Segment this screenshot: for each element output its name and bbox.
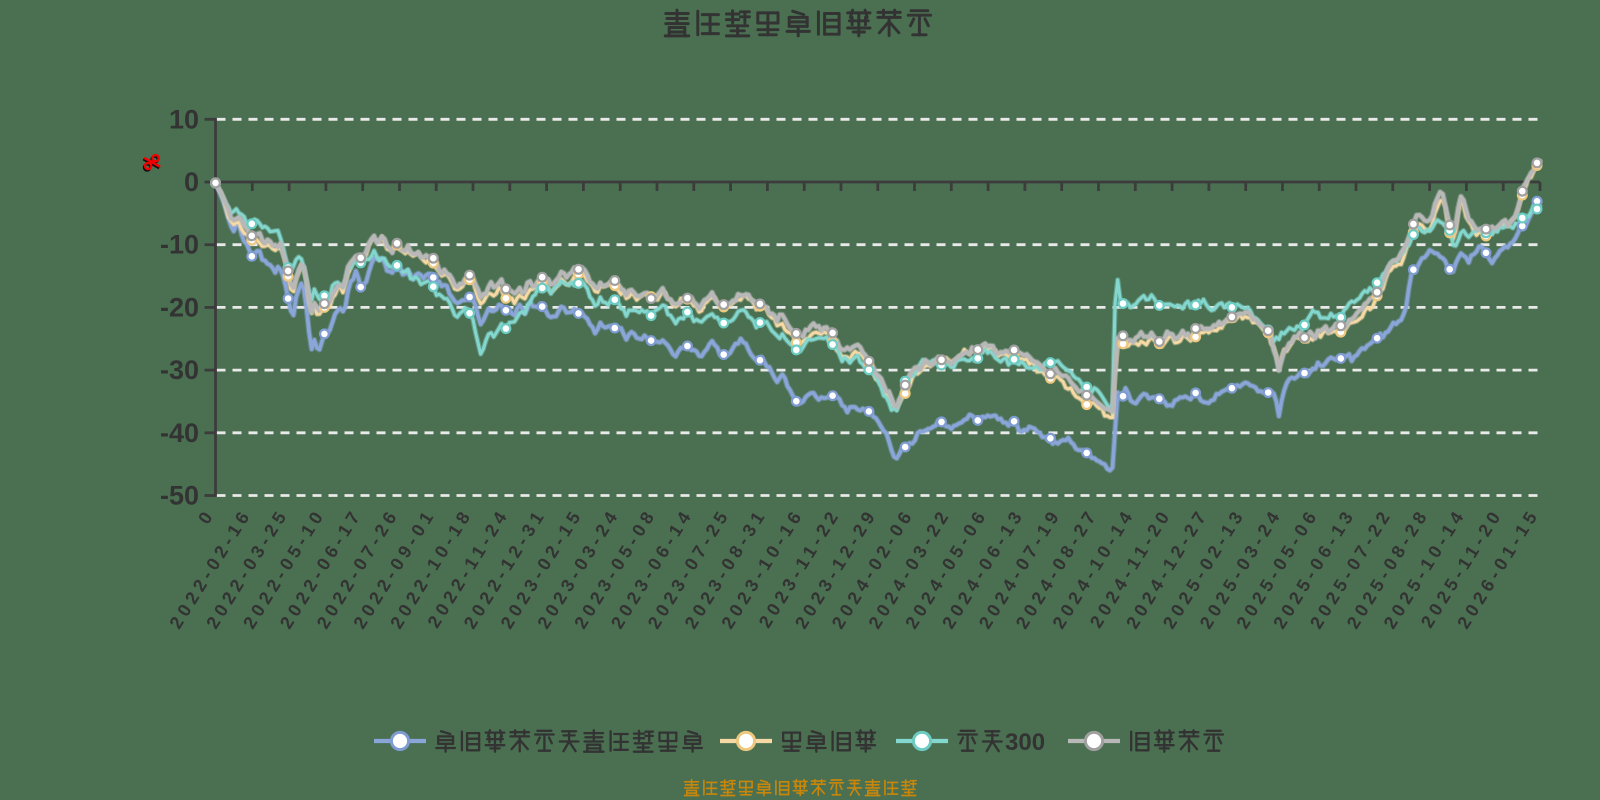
svg-text:-50: -50 (160, 481, 199, 511)
svg-text:-40: -40 (160, 418, 199, 448)
svg-text:10: 10 (169, 104, 199, 134)
svg-text:-30: -30 (160, 355, 199, 385)
svg-text:-10: -10 (160, 230, 199, 260)
svg-text:0: 0 (184, 167, 199, 197)
svg-text:300: 300 (1005, 729, 1045, 756)
svg-text:-20: -20 (160, 292, 199, 322)
